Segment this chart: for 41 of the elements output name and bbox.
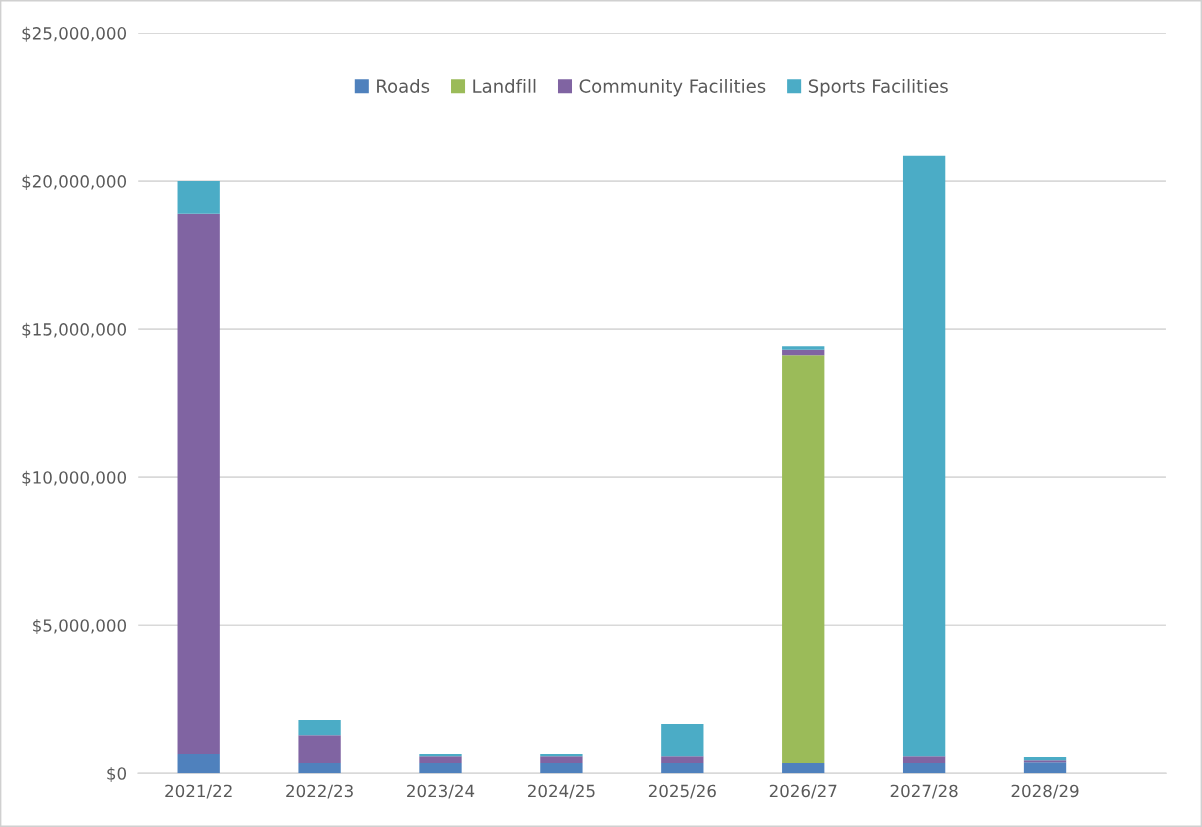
y-tick-label: $0 <box>107 766 127 783</box>
bar <box>1023 760 1067 763</box>
bar <box>661 724 704 757</box>
y-tick-label: $10,000,000 <box>22 470 127 486</box>
legend-label: Roads <box>377 78 430 93</box>
bar <box>540 762 583 774</box>
bar <box>298 735 341 763</box>
x-tick-label: 2024/25 <box>528 784 595 799</box>
bar <box>1023 756 1067 761</box>
bar <box>782 355 825 763</box>
bar <box>661 762 704 774</box>
y-tick-label: $5,000,000 <box>33 618 127 634</box>
bar <box>1023 762 1067 774</box>
bar <box>782 349 825 356</box>
bar <box>177 213 220 754</box>
x-tick-label: 2025/26 <box>648 784 716 799</box>
x-tick-label: 2028/29 <box>1011 784 1079 799</box>
y-tick-label: $15,000,000 <box>22 322 127 338</box>
x-tick-label: 2026/27 <box>769 784 837 799</box>
bar <box>298 762 341 774</box>
y-tick-label: $25,000,000 <box>22 26 127 42</box>
bar <box>902 756 946 763</box>
y-tick-label: $20,000,000 <box>22 174 127 190</box>
bar <box>177 181 220 214</box>
x-tick-label: 2027/28 <box>890 784 958 799</box>
x-tick-label: 2022/23 <box>286 784 353 799</box>
bar <box>419 756 462 763</box>
legend-label: Sports Facilities <box>808 78 948 97</box>
bar <box>298 719 341 736</box>
bar <box>782 346 825 350</box>
bar <box>177 754 220 774</box>
bar <box>540 756 583 763</box>
bar <box>902 762 946 774</box>
bar <box>782 762 825 774</box>
bar <box>902 155 946 757</box>
bar <box>419 762 462 774</box>
legend-label: Landfill <box>473 78 536 93</box>
bar <box>661 756 704 763</box>
x-tick-label: 2021/22 <box>165 784 232 799</box>
legend-label: Community Facilities <box>579 78 766 97</box>
x-tick-label: 2023/24 <box>407 784 475 799</box>
